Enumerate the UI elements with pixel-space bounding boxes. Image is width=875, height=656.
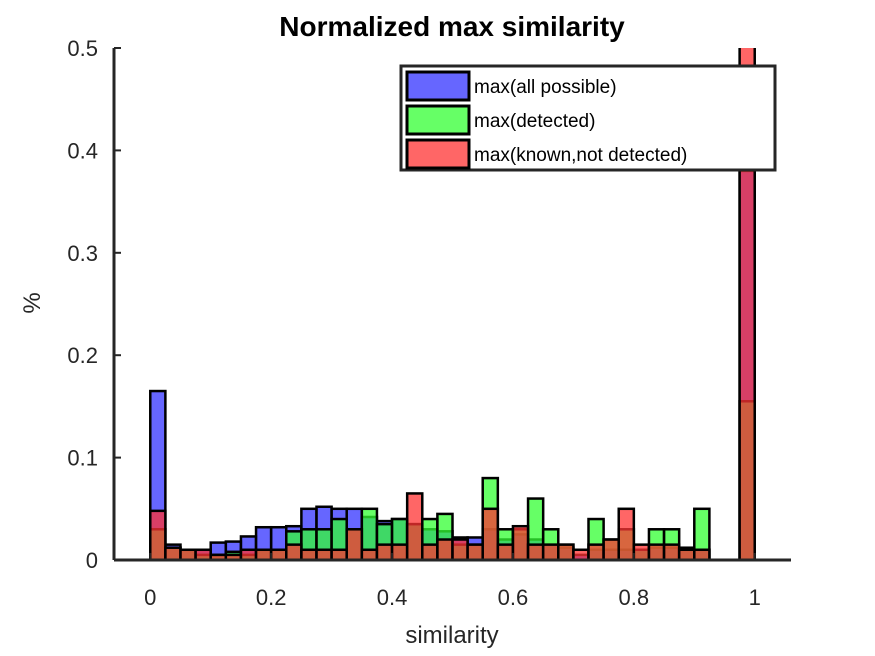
bar <box>496 543 515 560</box>
legend-swatch <box>405 70 471 102</box>
series-3-bars <box>149 48 756 560</box>
y-tick-label: 0.5 <box>67 36 98 61</box>
bar <box>194 548 212 560</box>
bar <box>421 543 439 560</box>
bar <box>254 548 273 560</box>
legend: max(all possible) max(detected) max(known,… <box>399 64 777 172</box>
bar <box>693 548 711 560</box>
bars-layer <box>149 48 756 560</box>
bar <box>360 548 379 560</box>
bar <box>345 528 364 560</box>
legend-swatch <box>405 104 471 136</box>
bar <box>179 548 197 560</box>
bar <box>572 548 590 560</box>
bar <box>239 548 258 560</box>
bar <box>315 548 333 560</box>
bar <box>285 543 303 560</box>
bar <box>466 543 484 560</box>
y-tick-label: 0.2 <box>67 343 98 368</box>
bar <box>662 543 681 560</box>
y-tick-label: 0 <box>86 548 98 573</box>
bar <box>269 548 288 560</box>
legend-label: max(detected) <box>474 111 595 132</box>
y-tick-label: 0.3 <box>67 241 98 266</box>
bar <box>541 543 560 560</box>
bar <box>300 548 318 560</box>
x-tick-label: 0.6 <box>498 585 529 610</box>
bar <box>405 492 424 560</box>
x-tick-label: 1 <box>749 585 761 610</box>
y-tick-label: 0.4 <box>67 138 98 163</box>
bar <box>617 507 636 560</box>
bar <box>602 538 620 560</box>
bar <box>632 543 651 560</box>
bar <box>451 538 469 560</box>
legend-label: max(known,not detected) <box>474 145 687 166</box>
x-tick-label: 0 <box>144 585 156 610</box>
bar <box>526 543 545 560</box>
bar <box>481 507 500 560</box>
x-tick-label: 0.8 <box>619 585 650 610</box>
bar <box>330 548 348 560</box>
legend-label: max(all possible) <box>474 77 617 98</box>
bar <box>647 543 666 560</box>
bar <box>511 524 530 560</box>
x-tick-label: 0.4 <box>377 585 408 610</box>
bar <box>436 538 454 560</box>
bar <box>587 543 605 560</box>
bar <box>557 543 575 560</box>
chart-title: Normalized max similarity <box>279 11 625 42</box>
x-axis-label: similarity <box>405 622 498 649</box>
axes: 0 0.2 0.4 0.6 0.8 1 0 0.1 0.2 0.3 0.4 0.5 <box>67 36 791 610</box>
y-tick-label: 0.1 <box>67 446 98 471</box>
bar <box>677 548 696 560</box>
y-axis-label: % <box>19 292 46 313</box>
legend-swatch <box>405 138 471 170</box>
bar <box>375 543 394 560</box>
bar <box>149 509 167 560</box>
bar <box>390 543 409 560</box>
bar <box>164 546 182 560</box>
x-tick-label: 0.2 <box>256 585 287 610</box>
